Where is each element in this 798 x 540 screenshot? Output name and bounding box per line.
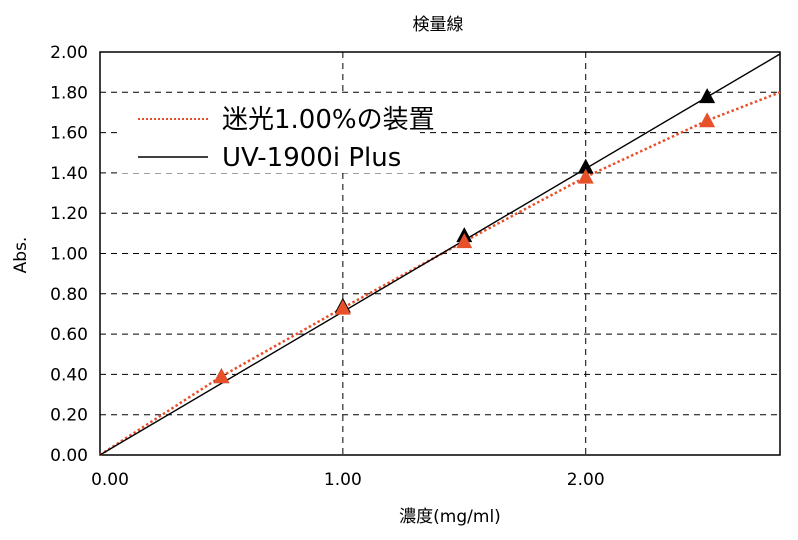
y-tick-label: 1.40 (50, 164, 88, 184)
plot-frame (99, 51, 781, 456)
y-tick-label: 0.60 (50, 325, 88, 345)
data-point-s0 (456, 233, 473, 249)
series-lines (99, 53, 781, 457)
y-tick-label: 1.00 (50, 245, 88, 265)
y-tick-label: 1.20 (50, 204, 88, 224)
axes (99, 51, 781, 456)
chart-title: 検量線 (413, 15, 464, 35)
data-point-s0 (213, 368, 230, 384)
y-tick-label: 2.00 (50, 43, 88, 63)
legend-background (120, 95, 420, 173)
x-tick-labels: 0.00 1.00 2.00 (91, 470, 605, 490)
legend-label-uv1900i: UV-1900i Plus (222, 143, 401, 173)
data-point-s0 (699, 112, 716, 128)
data-point-s1 (577, 158, 594, 174)
y-tick-label: 0.00 (50, 446, 88, 466)
series-markers (213, 88, 716, 384)
x-tick-label: 1.00 (324, 470, 362, 490)
y-axis-label: Abs. (11, 237, 31, 274)
y-tick-labels: 0.00 0.20 0.40 0.60 0.80 1.00 1.20 1.40 1.60 1.80… (50, 43, 88, 466)
x-tick-label: 2.00 (567, 470, 605, 490)
x-tick-label: 0.00 (91, 470, 129, 490)
data-point-s1 (699, 88, 716, 104)
y-tick-label: 0.80 (50, 285, 88, 305)
y-tick-label: 1.80 (50, 83, 88, 103)
x-axis-label: 濃度(mg/ml) (399, 507, 501, 527)
y-tick-label: 0.40 (50, 365, 88, 385)
legend: 迷光1.00%の装置 UV-1900i Plus (120, 95, 435, 173)
series-line-1 (99, 53, 781, 456)
legend-label-stray-light: 迷光1.00%の装置 (222, 105, 435, 135)
data-point-s0 (577, 168, 594, 184)
y-tick-label: 0.20 (50, 406, 88, 426)
data-point-s0 (334, 299, 351, 315)
y-tick-label: 1.60 (50, 124, 88, 144)
